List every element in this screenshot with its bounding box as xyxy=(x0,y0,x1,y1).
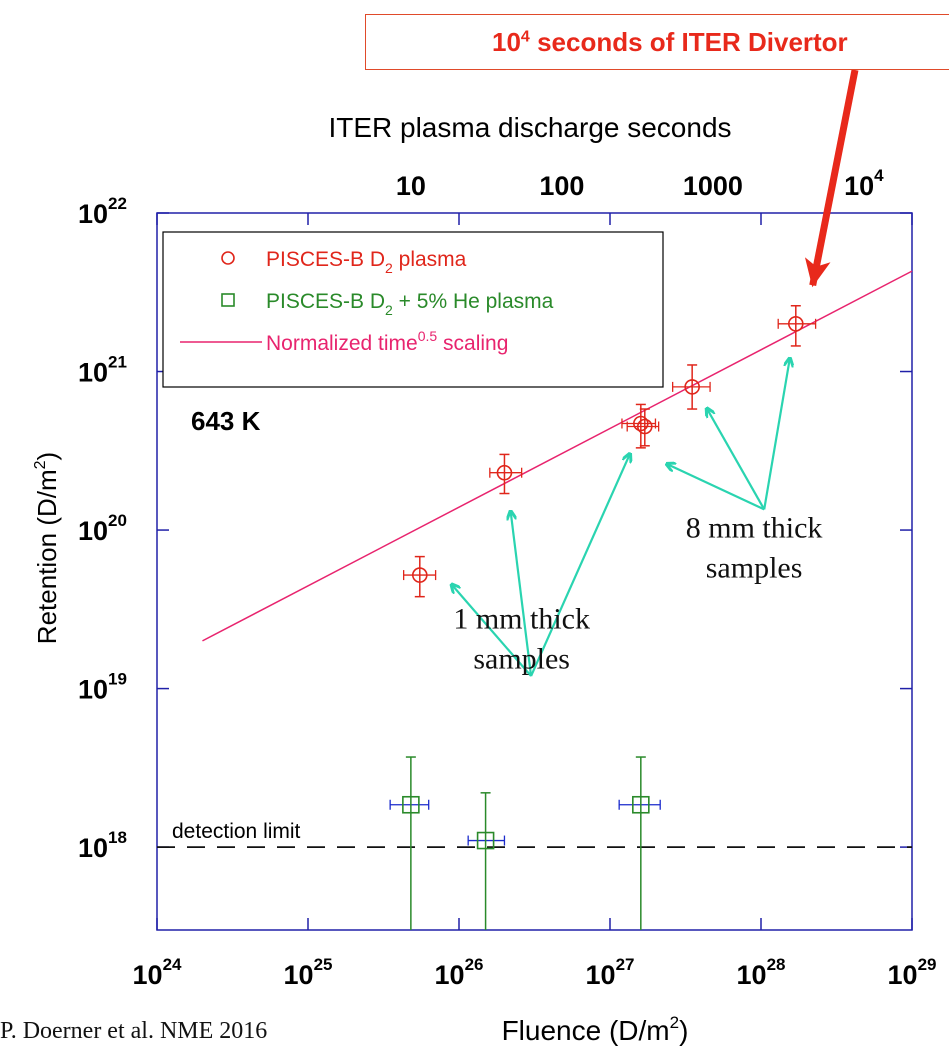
plot-frame xyxy=(156,212,913,931)
legend-label-rest: + 5% He plasma xyxy=(393,290,554,313)
x-tick-exponent: 28 xyxy=(767,955,786,974)
x-tick-label: 1029 xyxy=(888,955,937,990)
top-axis-label: ITER plasma discharge seconds xyxy=(328,112,731,143)
callout-text-8mm: 8 mm thick xyxy=(686,511,823,544)
top-tick-label: 1000 xyxy=(683,171,743,201)
x-tick-label: 1028 xyxy=(737,955,786,990)
y-tick-exponent: 22 xyxy=(108,194,127,213)
y-tick-label: 1018 xyxy=(78,828,127,863)
legend-subscript: 2 xyxy=(385,302,393,318)
legend-label: Normalized time0.5 scaling xyxy=(266,328,508,355)
top-tick-label: 104 xyxy=(844,166,884,201)
y-tick-label: 1022 xyxy=(78,194,127,229)
callout-arrow xyxy=(763,359,790,510)
data-point-circle xyxy=(496,464,513,481)
x-tick-exponent: 29 xyxy=(918,955,937,974)
x-tick-exponent: 24 xyxy=(163,955,182,974)
citation: P. Doerner et al. NME 2016 xyxy=(0,1018,268,1044)
callout-text-1mm: samples xyxy=(473,642,570,675)
callout-arrow xyxy=(667,464,765,511)
data-point-circle xyxy=(787,316,804,332)
x-tick-label: 1026 xyxy=(435,955,484,990)
data-point-circle xyxy=(633,415,649,432)
top-tick-exponent: 4 xyxy=(874,166,884,185)
y-tick-exponent: 18 xyxy=(108,828,127,847)
legend-marker-square xyxy=(221,293,235,307)
y-axis-label: Retention (D/m2) xyxy=(32,452,62,644)
x-axis-label: Fluence (D/m2) xyxy=(502,1013,689,1046)
callout-arrow xyxy=(707,409,766,510)
x-tick-exponent: 26 xyxy=(465,955,484,974)
data-point-square xyxy=(476,831,495,850)
banner-arrow xyxy=(804,69,859,288)
legend-superscript: 0.5 xyxy=(418,328,438,344)
legend-label-rest: plasma xyxy=(393,248,467,271)
top-tick-label: 10 xyxy=(396,171,426,201)
legend-box xyxy=(162,231,664,388)
callout-arrow xyxy=(511,512,533,677)
callout-text-8mm: samples xyxy=(706,551,803,584)
banner-text: 104 seconds of ITER Divertor xyxy=(492,27,848,57)
y-tick-label: 1020 xyxy=(78,511,127,546)
y-tick-exponent: 19 xyxy=(108,670,127,689)
temperature-label: 643 K xyxy=(191,406,261,436)
data-point-square xyxy=(632,795,650,814)
detection-limit-label: detection limit xyxy=(172,820,301,843)
data-point-circle xyxy=(636,418,653,435)
x-tick-exponent: 25 xyxy=(314,955,333,974)
callout-arrow xyxy=(530,454,630,677)
data-point-square xyxy=(402,795,420,814)
x-tick-label: 1027 xyxy=(586,955,635,990)
top-tick-label: 100 xyxy=(539,171,584,201)
x-tick-label: 1025 xyxy=(284,955,333,990)
callout-text-1mm: 1 mm thick xyxy=(453,602,590,635)
iter-divertor-banner: 104 seconds of ITER Divertor xyxy=(365,14,949,70)
callout-arrow xyxy=(452,585,532,677)
data-point-circle xyxy=(411,567,428,583)
scaling-line xyxy=(202,270,913,642)
y-tick-label: 1019 xyxy=(78,670,127,705)
legend-marker-circle xyxy=(221,251,235,265)
data-point-circle xyxy=(684,379,700,395)
x-tick-label: 1024 xyxy=(133,955,183,990)
y-tick-exponent: 21 xyxy=(108,353,127,372)
x-tick-exponent: 27 xyxy=(616,955,635,974)
legend-label-rest: scaling xyxy=(437,332,508,355)
y-tick-exponent: 20 xyxy=(108,511,127,530)
legend-subscript: 2 xyxy=(385,260,393,276)
y-tick-label: 1021 xyxy=(78,353,127,388)
